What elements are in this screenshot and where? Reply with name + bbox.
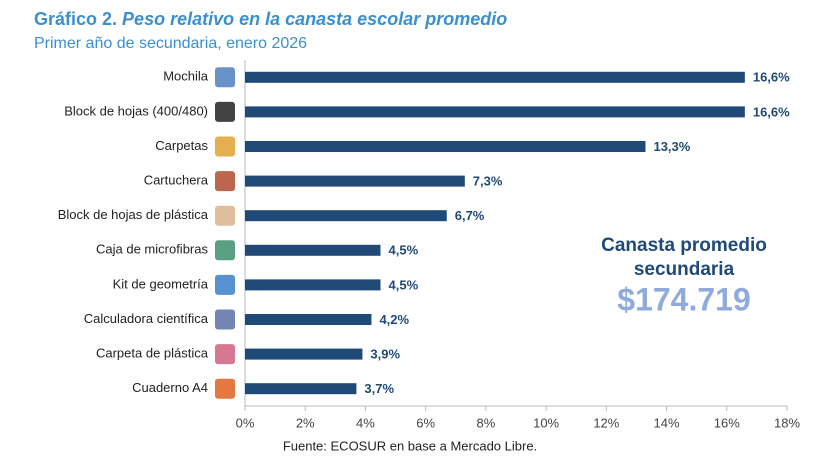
category-icon <box>215 378 235 399</box>
x-tick-label: 12% <box>593 415 619 430</box>
value-label: 4,5% <box>389 277 419 292</box>
bar <box>245 210 447 222</box>
category-icon <box>215 67 235 88</box>
x-tick-label: 18% <box>774 415 800 430</box>
value-label: 16,6% <box>753 104 790 119</box>
category-icon <box>215 240 235 261</box>
y-tick-label: Cuaderno A4 <box>132 380 208 395</box>
annotation-amount: $174.719 <box>617 281 750 317</box>
x-tick-label: 8% <box>476 415 495 430</box>
category-icon <box>215 101 235 122</box>
annotation-line: secundaria <box>634 259 735 280</box>
y-tick-label: Calculadora científica <box>84 311 209 326</box>
category-icon <box>215 344 235 365</box>
x-tick-label: 14% <box>654 415 680 430</box>
category-icon <box>215 274 235 295</box>
category-icon <box>215 205 235 226</box>
value-label: 3,7% <box>364 381 394 396</box>
bar <box>245 279 381 291</box>
x-tick-label: 10% <box>533 415 559 430</box>
y-tick-label: Mochila <box>163 69 209 84</box>
value-label: 6,7% <box>455 208 485 223</box>
y-tick-label: Caja de microfibras <box>96 242 208 257</box>
x-tick-label: 4% <box>356 415 375 430</box>
bar <box>245 106 745 118</box>
y-tick-label: Cartuchera <box>144 173 209 188</box>
bar <box>245 383 357 395</box>
category-icon <box>215 171 235 192</box>
x-tick-label: 2% <box>296 415 315 430</box>
bar <box>245 314 372 325</box>
y-tick-label: Carpetas <box>155 138 208 153</box>
chart-subtitle: Primer año de secundaria, enero 2026 <box>34 35 307 52</box>
bar <box>245 348 363 360</box>
title-label: Gráfico 2. <box>34 9 117 29</box>
bar <box>245 141 646 152</box>
x-tick-label: 16% <box>714 415 740 430</box>
value-label: 3,9% <box>370 347 400 362</box>
bar <box>245 71 745 83</box>
y-tick-label: Kit de geometría <box>113 276 209 291</box>
bar <box>245 175 465 187</box>
value-label: 4,2% <box>379 312 409 327</box>
category-icon <box>215 309 235 330</box>
bar <box>245 244 381 256</box>
x-tick-label: 6% <box>416 415 435 430</box>
chart-title: Gráfico 2. Peso relativo en la canasta e… <box>34 9 507 29</box>
category-icon <box>215 136 235 157</box>
y-tick-label: Carpeta de plástica <box>96 346 209 361</box>
x-tick-label: 0% <box>236 415 255 430</box>
value-label: 4,5% <box>389 243 419 258</box>
value-label: 16,6% <box>753 70 790 85</box>
value-label: 13,3% <box>653 139 690 154</box>
title-text: Peso relativo en la canasta escolar prom… <box>122 9 507 29</box>
value-label: 7,3% <box>473 174 503 189</box>
y-tick-label: Block de hojas de plástica <box>58 207 209 222</box>
y-tick-label: Block de hojas (400/480) <box>64 103 208 118</box>
source-note: Fuente: ECOSUR en base a Mercado Libre. <box>283 438 537 453</box>
annotation-line: Canasta promedio <box>601 235 767 256</box>
